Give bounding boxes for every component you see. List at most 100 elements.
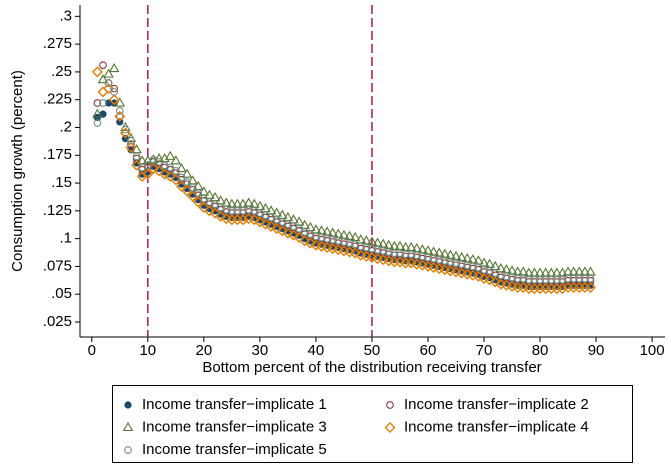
- point: [530, 275, 539, 284]
- point: [295, 227, 303, 235]
- point: [295, 224, 303, 233]
- point: [181, 168, 193, 178]
- point: [299, 235, 311, 247]
- point: [457, 260, 466, 269]
- point: [104, 79, 113, 87]
- point: [276, 225, 288, 237]
- point: [373, 248, 382, 256]
- x-tick-label: 30: [252, 342, 269, 359]
- point: [452, 259, 460, 267]
- point: [463, 263, 472, 272]
- point: [199, 194, 208, 203]
- point: [536, 275, 544, 284]
- point: [368, 247, 376, 255]
- point: [368, 244, 376, 253]
- point: [362, 243, 371, 252]
- point: [142, 168, 154, 180]
- point: [164, 150, 176, 160]
- point: [496, 271, 505, 280]
- point: [480, 268, 488, 276]
- y-tick-label: .3: [59, 7, 72, 24]
- point: [440, 259, 449, 267]
- point: [575, 274, 584, 283]
- point: [132, 152, 141, 161]
- point: [390, 249, 399, 257]
- point: [228, 206, 236, 215]
- point: [99, 99, 107, 107]
- point: [143, 161, 152, 170]
- point: [373, 245, 382, 254]
- point: [199, 196, 208, 205]
- point: [418, 252, 427, 261]
- point: [92, 108, 103, 118]
- x-axis-title: Bottom percent of the distribution recei…: [202, 359, 541, 376]
- point: [334, 239, 343, 247]
- point: [115, 106, 124, 115]
- point: [175, 180, 187, 192]
- point: [211, 200, 219, 209]
- point: [121, 129, 130, 137]
- point: [254, 216, 266, 228]
- point: [244, 208, 253, 216]
- point: [99, 61, 107, 70]
- legend-marker: [124, 446, 132, 454]
- point: [131, 159, 143, 171]
- point: [171, 169, 180, 177]
- point: [407, 250, 416, 259]
- y-tick-label: .175: [43, 146, 72, 163]
- point: [127, 140, 135, 149]
- point: [345, 239, 354, 247]
- point: [328, 238, 337, 246]
- point: [502, 274, 511, 283]
- point: [323, 234, 331, 243]
- point: [502, 272, 511, 281]
- x-tick-label: 40: [308, 342, 325, 359]
- point: [508, 275, 516, 284]
- point: [155, 160, 163, 169]
- point: [429, 257, 438, 265]
- point: [239, 206, 247, 215]
- point: [110, 88, 119, 96]
- point: [211, 202, 219, 211]
- point: [317, 233, 326, 242]
- point: [541, 275, 550, 284]
- point: [435, 255, 444, 264]
- y-tick-label: .25: [51, 63, 72, 80]
- point: [435, 258, 444, 266]
- point: [513, 274, 522, 283]
- point: [556, 283, 568, 295]
- point: [547, 275, 556, 284]
- point: [312, 232, 320, 241]
- legend-label: Income transfer−implicate 4: [404, 418, 589, 435]
- point: [114, 110, 126, 122]
- point: [519, 274, 528, 283]
- legend-marker: [122, 421, 134, 432]
- y-tick-label: .1: [59, 230, 72, 247]
- point: [489, 276, 501, 288]
- point: [317, 235, 326, 244]
- point: [424, 253, 432, 262]
- point: [401, 250, 410, 259]
- legend-marker: [386, 401, 394, 409]
- point: [170, 155, 182, 165]
- point: [468, 264, 477, 273]
- point: [480, 265, 488, 274]
- point: [323, 237, 331, 245]
- point: [384, 248, 393, 256]
- legend-marker: [124, 401, 132, 409]
- y-tick-label: .225: [43, 91, 72, 108]
- legend-marker: [384, 422, 396, 433]
- point: [222, 205, 231, 214]
- point: [265, 220, 277, 232]
- x-tick-label: 60: [420, 342, 437, 359]
- point: [586, 274, 595, 283]
- point: [93, 99, 102, 107]
- x-tick-label: 90: [588, 342, 605, 359]
- point: [581, 274, 589, 283]
- point: [176, 163, 187, 173]
- point: [345, 241, 354, 250]
- point: [349, 247, 361, 259]
- point: [564, 274, 572, 283]
- point: [244, 205, 253, 214]
